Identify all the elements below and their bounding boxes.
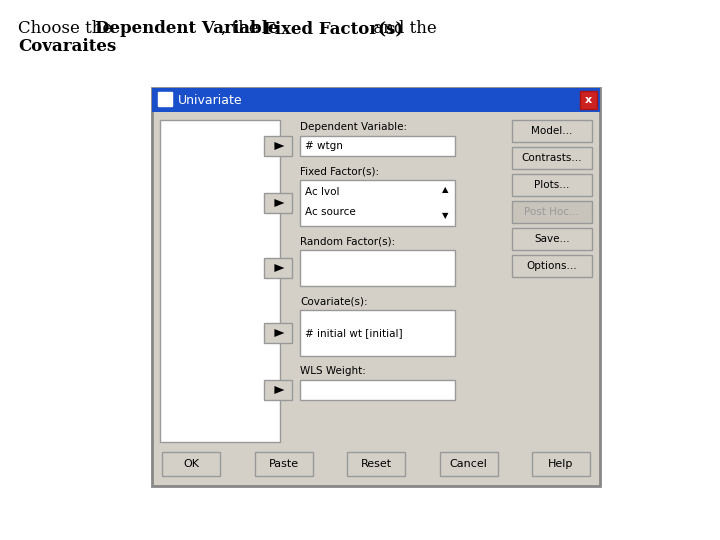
Bar [158, 92, 172, 106]
Text: Save...: Save... [534, 234, 570, 244]
Text: Cancel: Cancel [449, 459, 487, 469]
Bar [152, 88, 600, 486]
Text: Plots...: Plots... [534, 180, 570, 190]
Text: Dependent Variable: Dependent Variable [95, 20, 279, 37]
Bar [152, 88, 600, 112]
Bar [512, 147, 592, 169]
Bar [512, 120, 592, 142]
Text: OK: OK [183, 459, 199, 469]
Text: Paste: Paste [269, 459, 299, 469]
Text: Contrasts...: Contrasts... [522, 153, 582, 163]
Polygon shape [274, 329, 284, 337]
Text: Post Hoc...: Post Hoc... [524, 207, 580, 217]
Text: Ac lvol: Ac lvol [305, 187, 340, 197]
Polygon shape [274, 142, 284, 150]
Bar [254, 452, 312, 476]
Bar [512, 255, 592, 277]
Text: , the: , the [221, 20, 264, 37]
Text: and the: and the [368, 20, 437, 37]
Bar [300, 250, 455, 286]
Polygon shape [274, 386, 284, 394]
Text: x: x [585, 95, 592, 105]
Text: WLS Weight:: WLS Weight: [300, 366, 366, 376]
Bar [512, 174, 592, 196]
Bar [300, 136, 455, 156]
Bar [439, 452, 498, 476]
Text: Help: Help [549, 459, 574, 469]
Text: Random Factor(s):: Random Factor(s): [300, 236, 395, 246]
Bar [300, 310, 455, 356]
Bar [300, 180, 455, 226]
Bar [264, 380, 292, 400]
Bar [162, 452, 220, 476]
Bar [512, 228, 592, 250]
Bar [580, 91, 597, 109]
Text: Model...: Model... [531, 126, 572, 136]
Text: Options...: Options... [527, 261, 577, 271]
Text: ▲: ▲ [442, 186, 449, 194]
Bar [512, 201, 592, 223]
Text: Choose the: Choose the [18, 20, 117, 37]
Bar [264, 258, 292, 278]
Bar [264, 193, 292, 213]
Text: Fixed Factor(s): Fixed Factor(s) [263, 20, 403, 37]
Polygon shape [274, 199, 284, 207]
Text: Dependent Variable:: Dependent Variable: [300, 122, 407, 132]
Bar [264, 136, 292, 156]
Bar [160, 120, 280, 442]
Bar [347, 452, 405, 476]
Text: ▼: ▼ [442, 212, 449, 220]
Text: Reset: Reset [361, 459, 392, 469]
Text: Ac source: Ac source [305, 207, 356, 217]
Text: # wtgn: # wtgn [305, 141, 343, 151]
Text: Fixed Factor(s):: Fixed Factor(s): [300, 166, 379, 176]
Polygon shape [274, 264, 284, 272]
Text: # initial wt [initial]: # initial wt [initial] [305, 328, 402, 338]
Bar [264, 323, 292, 343]
Text: Covaraites: Covaraites [18, 38, 116, 55]
Text: Univariate: Univariate [178, 93, 243, 106]
Text: Covariate(s):: Covariate(s): [300, 296, 368, 306]
Bar [532, 452, 590, 476]
Bar [300, 380, 455, 400]
